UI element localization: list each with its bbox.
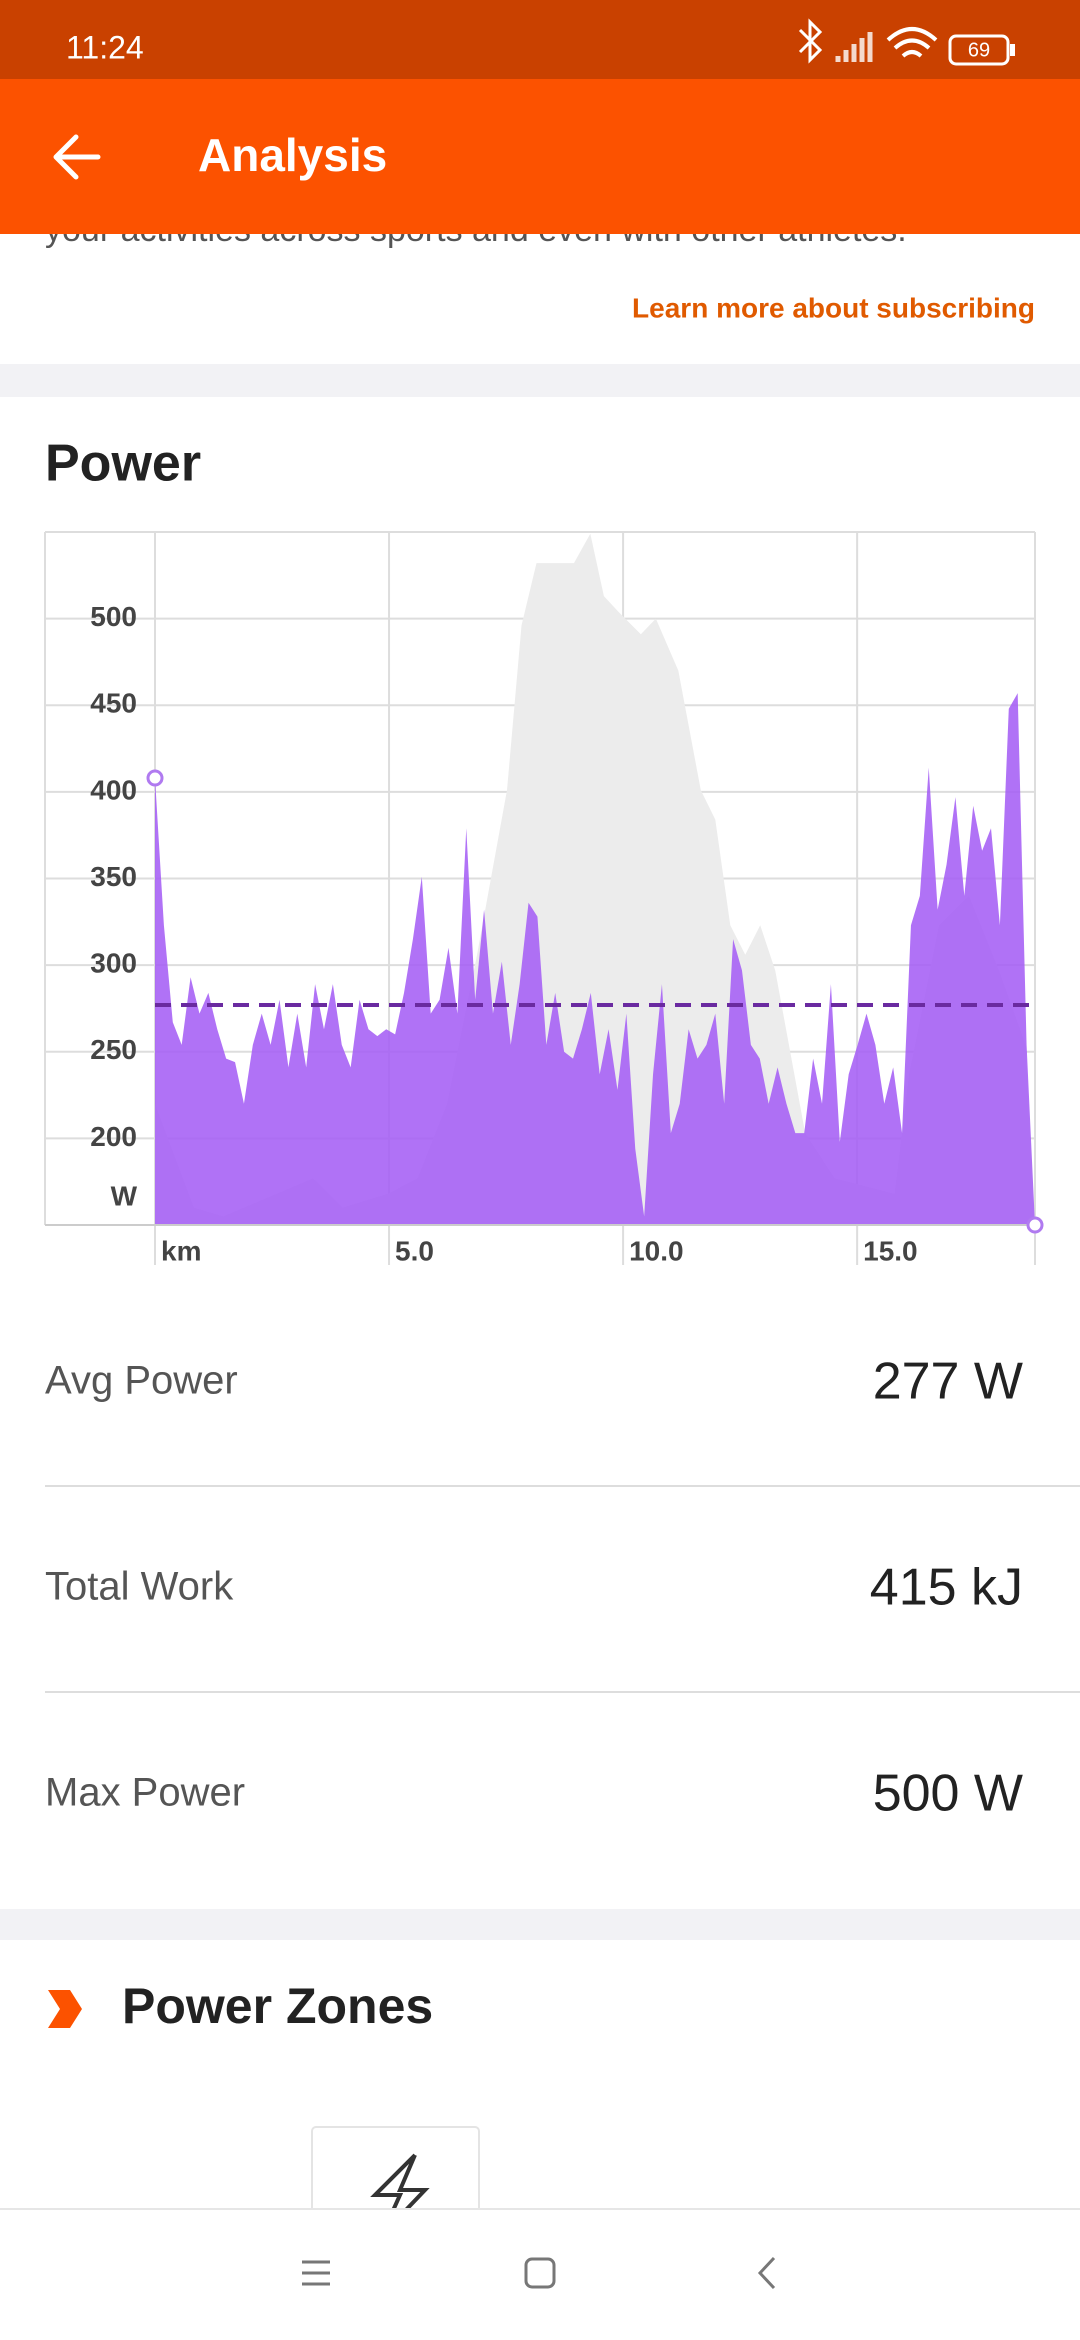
stat-value: 277 W xyxy=(873,1353,1023,1411)
x-tick-label: 10.0 xyxy=(629,1235,684,1266)
battery-tip xyxy=(1010,44,1015,56)
y-tick-label: 200 xyxy=(90,1121,137,1152)
status-time: 11:24 xyxy=(66,29,144,65)
stat-label: Max Power xyxy=(45,1771,245,1815)
section-title: Power Zones xyxy=(122,1978,433,2034)
y-tick-label: 350 xyxy=(90,861,137,892)
background-area xyxy=(155,533,1035,1225)
x-tick-label: 15.0 xyxy=(863,1235,918,1266)
nav-bar xyxy=(0,2209,1080,2340)
stat-value: 500 W xyxy=(873,1765,1023,1823)
power-area xyxy=(155,693,1035,1225)
y-unit: W xyxy=(111,1180,138,1211)
x-tick-label: km xyxy=(161,1235,201,1266)
subscribe-link[interactable]: Learn more about subscribing xyxy=(632,292,1035,323)
end-marker xyxy=(146,769,164,787)
nav-menu[interactable] xyxy=(302,2260,330,2286)
stat-label: Avg Power xyxy=(45,1359,238,1403)
y-tick-label: 450 xyxy=(90,688,137,719)
battery-icon xyxy=(948,34,1010,66)
power-chart: 200 250 300 350 400 450 500 Wkm 5.0 10.0 15.0 xyxy=(44,531,1044,1266)
nav-back[interactable] xyxy=(757,2256,776,2290)
battery-level: 69 xyxy=(968,39,990,61)
nav-home[interactable] xyxy=(524,2257,556,2289)
divider-band xyxy=(0,1909,1080,1940)
status-bar xyxy=(0,0,1080,79)
back-button[interactable] xyxy=(53,134,101,180)
zones-icon xyxy=(48,1990,82,2028)
app-title: Analysis xyxy=(198,129,387,181)
end-marker xyxy=(1026,1216,1044,1234)
stat-value: 415 kJ xyxy=(870,1559,1023,1617)
divider-band xyxy=(0,364,1080,397)
section-title: Power xyxy=(45,435,201,493)
y-tick-label: 300 xyxy=(90,948,137,979)
y-tick-label: 400 xyxy=(90,774,137,805)
y-tick-label: 500 xyxy=(90,601,137,632)
bluetooth-icon xyxy=(798,18,823,64)
x-tick-label: 5.0 xyxy=(395,1235,434,1266)
wifi-icon xyxy=(886,27,938,58)
app-bar xyxy=(0,79,1080,234)
y-tick-label: 250 xyxy=(90,1034,137,1065)
signal-icon xyxy=(835,32,873,62)
stat-label: Total Work xyxy=(45,1565,234,1609)
